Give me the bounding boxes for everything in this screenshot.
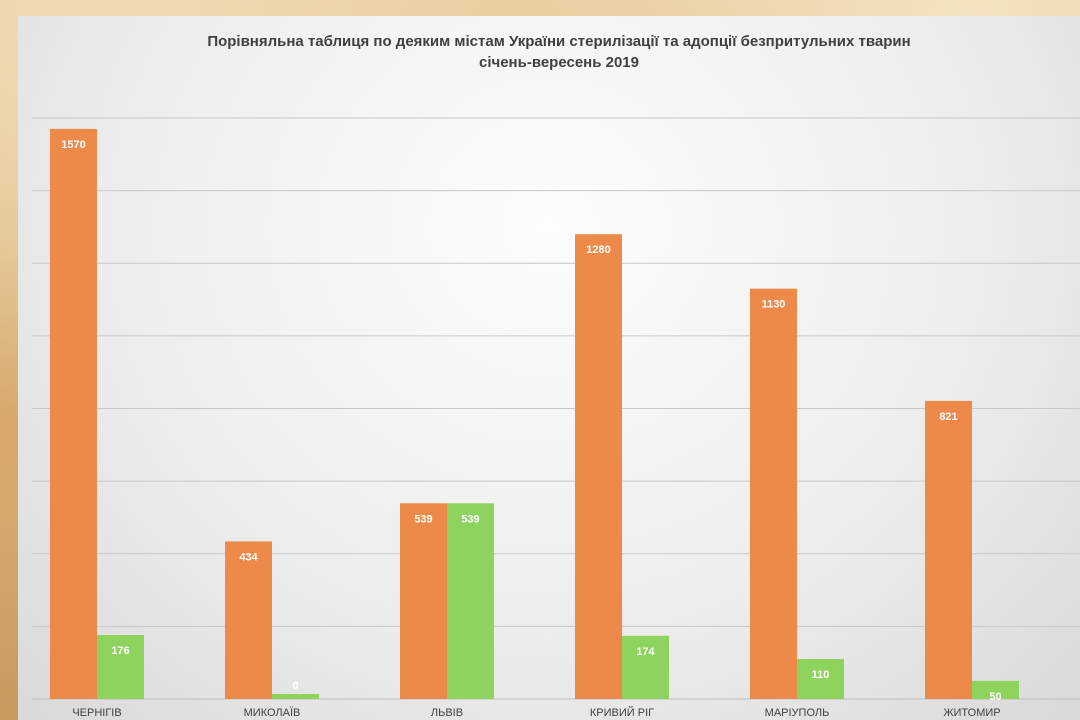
bar — [225, 541, 272, 699]
bars — [50, 128, 1019, 700]
category-label: КРИВИЙ РІГ — [590, 706, 654, 719]
data-label: 50 — [989, 691, 1001, 703]
gridlines — [32, 117, 1080, 700]
chart-panel: Порівняльна таблиця по деяким містам Укр… — [18, 16, 1080, 720]
data-label: 539 — [461, 513, 479, 525]
data-label: 1280 — [586, 244, 610, 256]
bar — [272, 694, 319, 699]
bar — [925, 400, 972, 699]
bar — [797, 659, 844, 699]
bar — [622, 635, 669, 699]
data-label: 110 — [812, 669, 830, 681]
category-label: ЧЕРНІГІВ — [72, 707, 121, 719]
category-label: МАРІУПОЛЬ — [765, 707, 830, 719]
chart-subtitle: січень-вересень 2019 — [479, 54, 639, 71]
data-label: 0 — [292, 680, 298, 692]
category-labels: ЧЕРНІГІВ МИКОЛАЇВ ЛЬВІВ КРИВИЙ РІГ МАРІУПОЛЬ… — [72, 706, 1000, 719]
bar — [97, 635, 144, 699]
bar — [400, 503, 447, 699]
data-label: 434 — [239, 551, 258, 563]
data-label: 174 — [636, 646, 655, 658]
category-label: МИКОЛАЇВ — [244, 707, 301, 719]
data-label: 539 — [414, 513, 432, 525]
bar — [750, 288, 797, 699]
chart-title: Порівняльна таблиця по деяким містам Укр… — [207, 33, 910, 50]
bar — [50, 128, 97, 700]
category-label: ЛЬВІВ — [431, 707, 463, 719]
data-label: 1130 — [762, 299, 786, 311]
data-label: 821 — [939, 411, 957, 423]
category-label: ЖИТОМИР — [943, 707, 1000, 719]
data-label: 176 — [111, 645, 129, 657]
bar — [575, 234, 622, 699]
bar — [447, 503, 494, 699]
value-labels: 1570 176 434 0 539 539 1280 174 1130 110 821 50 — [61, 139, 1001, 703]
bar — [972, 680, 1019, 699]
data-label: 1570 — [61, 139, 85, 151]
bar-chart: Порівняльна таблиця по деяким містам Укр… — [32, 33, 1080, 719]
